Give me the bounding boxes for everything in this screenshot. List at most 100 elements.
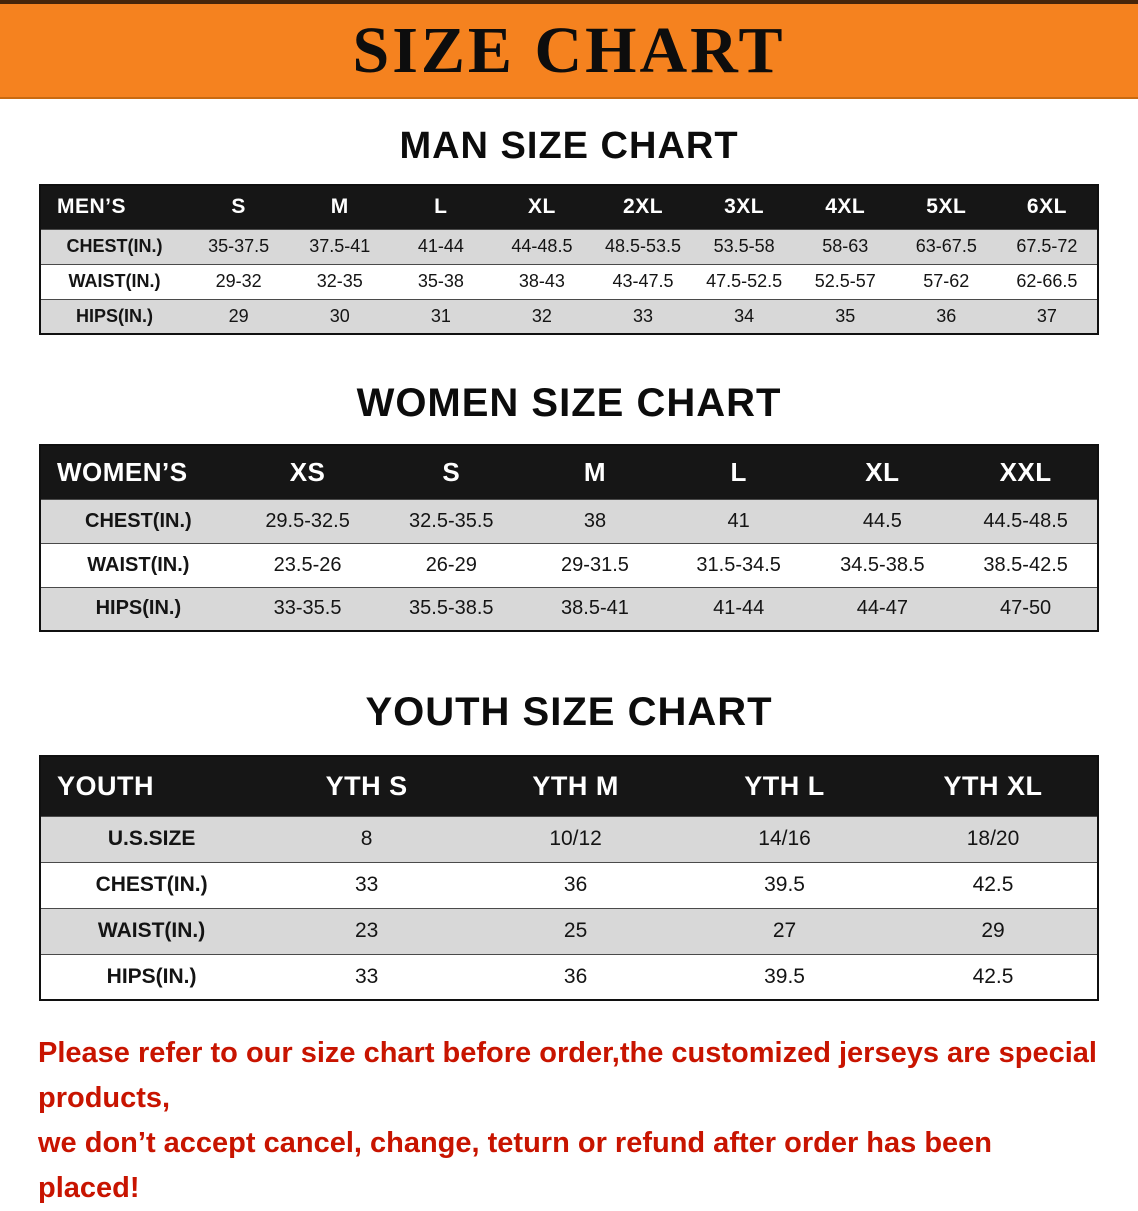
men-cell-value: 43-47.5 <box>592 263 694 299</box>
note-line-1: Please refer to our size chart before or… <box>38 1037 1097 1114</box>
women-cell-value: 38.5-42.5 <box>954 542 1098 587</box>
women-row-label: WAIST(IN.) <box>40 542 236 587</box>
women-table-title: WOMEN’S <box>40 445 236 499</box>
youth-header-row: YOUTH YTH S YTH M YTH L YTH XL <box>40 756 1098 816</box>
women-cell-value: 38.5-41 <box>523 586 667 631</box>
women-column-header: XXL <box>954 445 1098 499</box>
youth-row-label: WAIST(IN.) <box>40 907 263 954</box>
youth-cell-value: 29 <box>889 907 1098 954</box>
women-cell-value: 44.5-48.5 <box>954 498 1098 543</box>
men-cell-value: 52.5-57 <box>794 263 896 299</box>
women-cell-value: 29-31.5 <box>523 542 667 587</box>
youth-cell-value: 42.5 <box>889 861 1098 908</box>
women-header-row: WOMEN’S XS S M L XL XXL <box>40 445 1098 499</box>
youth-cell-value: 8 <box>262 815 472 862</box>
men-cell-value: 36 <box>895 298 997 334</box>
men-table-row: HIPS(IN.) 29 30 31 32 33 34 35 36 37 <box>40 298 1098 334</box>
youth-column-header: YTH M <box>471 756 681 816</box>
men-header-row: MEN’S S M L XL 2XL 3XL 4XL 5XL 6XL <box>40 185 1098 229</box>
women-cell-value: 35.5-38.5 <box>379 586 524 631</box>
men-column-header: 2XL <box>592 185 694 229</box>
women-row-label: CHEST(IN.) <box>40 498 236 543</box>
men-cell-value: 47.5-52.5 <box>693 263 795 299</box>
note-line-2: we don’t accept cancel, change, teturn o… <box>38 1126 992 1204</box>
youth-section-heading: YOUTH SIZE CHART <box>365 690 773 734</box>
banner: SIZE CHART <box>0 0 1138 99</box>
youth-cell-value: 10/12 <box>471 815 681 862</box>
youth-table-row: CHEST(IN.) 33 36 39.5 42.5 <box>40 861 1098 908</box>
men-cell-value: 58-63 <box>794 228 896 264</box>
youth-table-row: U.S.SIZE 8 10/12 14/16 18/20 <box>40 815 1098 862</box>
men-cell-value: 29-32 <box>188 263 290 299</box>
youth-cell-value: 33 <box>262 861 472 908</box>
men-cell-value: 30 <box>289 298 391 334</box>
youth-cell-value: 36 <box>471 953 681 1000</box>
men-cell-value: 34 <box>693 298 795 334</box>
youth-cell-value: 39.5 <box>680 953 890 1000</box>
youth-row-label: U.S.SIZE <box>40 815 263 862</box>
women-column-header: XS <box>235 445 380 499</box>
women-row-label: HIPS(IN.) <box>40 586 236 631</box>
women-size-table: WOMEN’S XS S M L XL XXL CHEST(IN.) 29.5-32.5 32.5… <box>39 444 1099 632</box>
men-cell-value: 67.5-72 <box>996 228 1098 264</box>
women-cell-value: 32.5-35.5 <box>379 498 524 543</box>
women-cell-value: 44.5 <box>810 498 955 543</box>
women-cell-value: 26-29 <box>379 542 524 587</box>
women-column-header: M <box>523 445 667 499</box>
women-cell-value: 23.5-26 <box>235 542 380 587</box>
page-title: SIZE CHART <box>352 13 786 87</box>
men-table-row: CHEST(IN.) 35-37.5 37.5-41 41-44 44-48.5 48.5… <box>40 228 1098 264</box>
men-size-section: MAN SIZE CHART MEN’S S M L XL 2XL 3XL 4XL 5XL 6XL… <box>0 125 1138 335</box>
men-cell-value: 62-66.5 <box>996 263 1098 299</box>
men-cell-value: 32 <box>491 298 593 334</box>
men-table-title: MEN’S <box>40 185 189 229</box>
youth-cell-value: 27 <box>680 907 890 954</box>
youth-row-label: HIPS(IN.) <box>40 953 263 1000</box>
men-cell-value: 63-67.5 <box>895 228 997 264</box>
men-column-header: 6XL <box>996 185 1098 229</box>
men-column-header: 3XL <box>693 185 795 229</box>
men-cell-value: 44-48.5 <box>491 228 593 264</box>
women-section-heading: WOMEN SIZE CHART <box>356 381 782 425</box>
men-row-label: WAIST(IN.) <box>40 263 189 299</box>
youth-cell-value: 42.5 <box>889 953 1098 1000</box>
youth-cell-value: 25 <box>471 907 681 954</box>
men-row-label: HIPS(IN.) <box>40 298 189 334</box>
men-cell-value: 35 <box>794 298 896 334</box>
youth-cell-value: 23 <box>262 907 472 954</box>
women-table-row: WAIST(IN.) 23.5-26 26-29 29-31.5 31.5-34.5 34… <box>40 542 1098 587</box>
women-cell-value: 41 <box>666 498 811 543</box>
youth-size-section: YOUTH SIZE CHART YOUTH YTH S YTH M YTH L YTH… <box>0 690 1138 1001</box>
men-cell-value: 41-44 <box>390 228 492 264</box>
youth-cell-value: 39.5 <box>680 861 890 908</box>
men-cell-value: 32-35 <box>289 263 391 299</box>
men-cell-value: 37.5-41 <box>289 228 391 264</box>
women-table-row: HIPS(IN.) 33-35.5 35.5-38.5 38.5-41 41-44 44-… <box>40 586 1098 631</box>
men-cell-value: 53.5-58 <box>693 228 795 264</box>
youth-column-header: YTH L <box>680 756 890 816</box>
women-cell-value: 31.5-34.5 <box>666 542 811 587</box>
women-cell-value: 34.5-38.5 <box>810 542 955 587</box>
men-cell-value: 29 <box>188 298 290 334</box>
youth-table-row: HIPS(IN.) 33 36 39.5 42.5 <box>40 953 1098 1000</box>
men-column-header: 5XL <box>895 185 997 229</box>
men-column-header: 4XL <box>794 185 896 229</box>
youth-row-label: CHEST(IN.) <box>40 861 263 908</box>
footer-note: Please refer to our size chart before or… <box>38 1031 1100 1211</box>
women-column-header: L <box>666 445 811 499</box>
men-column-header: M <box>289 185 391 229</box>
women-cell-value: 47-50 <box>954 586 1098 631</box>
men-cell-value: 48.5-53.5 <box>592 228 694 264</box>
women-cell-value: 41-44 <box>666 586 811 631</box>
women-cell-value: 29.5-32.5 <box>235 498 380 543</box>
youth-column-header: YTH XL <box>889 756 1098 816</box>
women-cell-value: 33-35.5 <box>235 586 380 631</box>
men-column-header: S <box>188 185 290 229</box>
youth-table-row: WAIST(IN.) 23 25 27 29 <box>40 907 1098 954</box>
women-cell-value: 44-47 <box>810 586 955 631</box>
youth-table-title: YOUTH <box>40 756 263 816</box>
youth-size-table: YOUTH YTH S YTH M YTH L YTH XL U.S.SIZE 8 10/12… <box>39 755 1099 1001</box>
youth-cell-value: 36 <box>471 861 681 908</box>
men-cell-value: 38-43 <box>491 263 593 299</box>
women-size-section: WOMEN SIZE CHART WOMEN’S XS S M L XL XXL CHEST(… <box>0 381 1138 632</box>
